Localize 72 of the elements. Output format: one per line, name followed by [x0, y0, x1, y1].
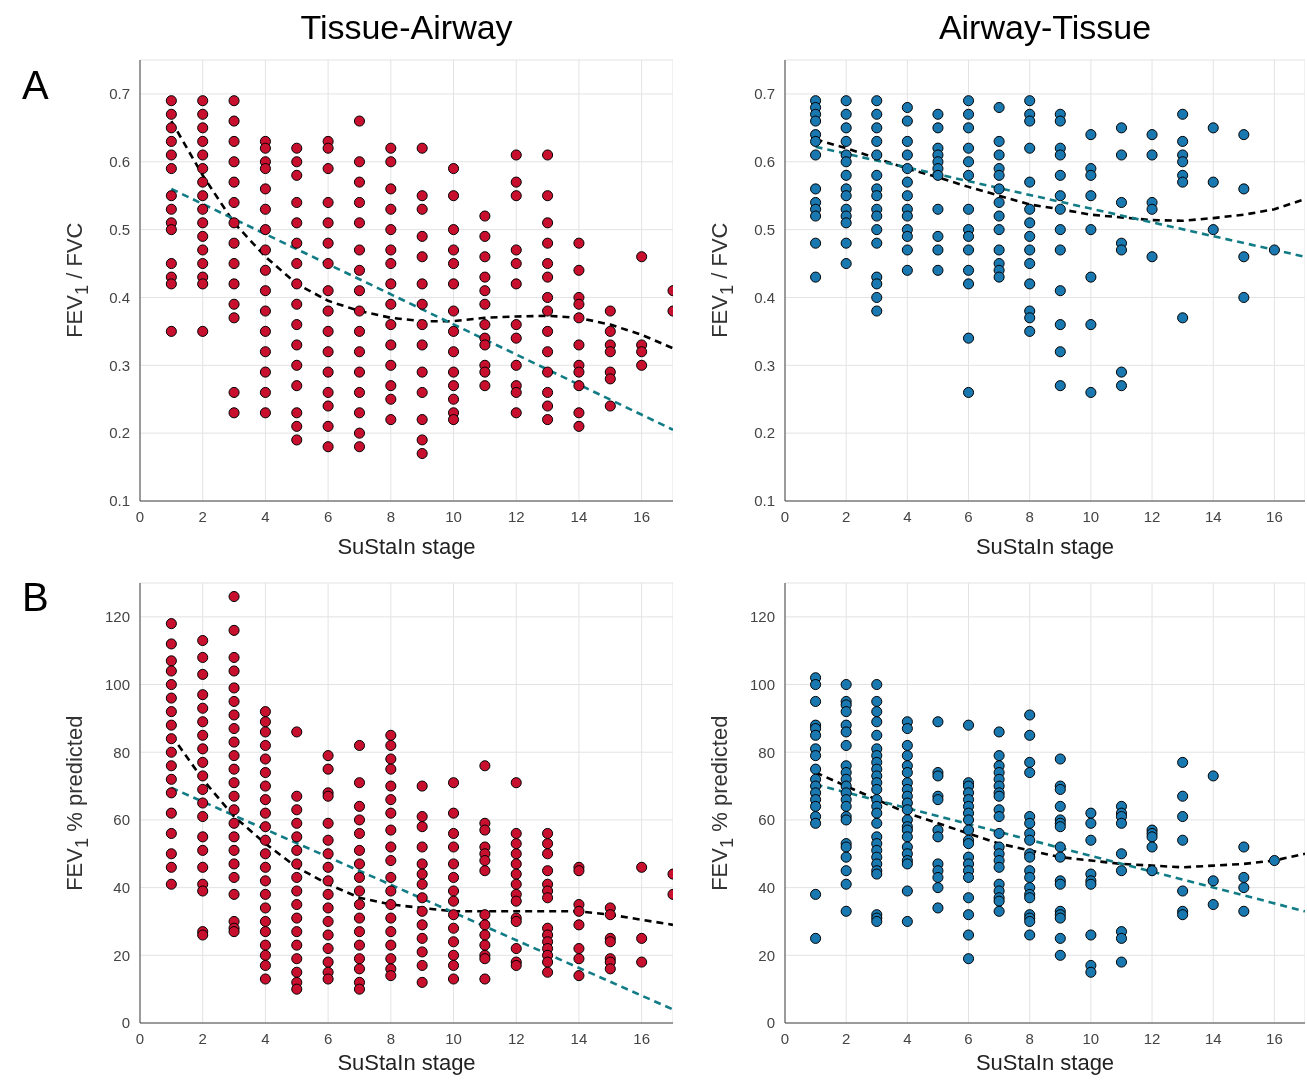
- chart-title: Tissue-Airway: [299, 8, 514, 47]
- y-tick-label: 60: [113, 811, 130, 829]
- y-tick-label: 0: [121, 1014, 130, 1032]
- x-tick-label: 16: [1266, 507, 1283, 525]
- y-tick-label: 0.3: [754, 356, 775, 374]
- y-tick-label: 100: [104, 675, 130, 693]
- x-tick-label: 2: [198, 1029, 207, 1047]
- x-tick-label: 4: [261, 1029, 270, 1047]
- y-tick-label: 0.2: [109, 424, 130, 442]
- y-tick-label: 80: [113, 743, 130, 761]
- text: B: [22, 575, 49, 620]
- x-tick-label: 10: [445, 1029, 462, 1047]
- x-tick-label: 16: [633, 507, 650, 525]
- x-tick-label: 14: [1204, 507, 1222, 525]
- x-tick-label: 8: [1025, 507, 1034, 525]
- x-tick-label: 12: [1143, 1029, 1161, 1047]
- x-tick-label: 6: [964, 507, 973, 525]
- y-tick-label: 120: [749, 608, 775, 626]
- x-tick-label: 8: [1025, 1029, 1034, 1047]
- y-tick-label: 20: [113, 946, 130, 964]
- y-tick-label: 0.6: [754, 153, 775, 171]
- x-tick-label: 6: [323, 1029, 333, 1047]
- x-tick-label: 16: [633, 1029, 650, 1047]
- y-tick-label: 0.5: [109, 220, 130, 238]
- x-tick-label: 16: [1266, 1029, 1283, 1047]
- y-tick-label: 0.6: [109, 153, 130, 171]
- y-tick-label: 120: [104, 608, 130, 626]
- y-tick-label: 0.1: [109, 492, 130, 510]
- x-tick-label: 2: [842, 1029, 851, 1047]
- x-tick-label: 4: [903, 507, 912, 525]
- x-tick-label: 10: [445, 507, 462, 525]
- x-tick-label: 12: [1143, 507, 1161, 525]
- y-tick-label: 0: [766, 1014, 775, 1032]
- y-tick-label: 100: [749, 675, 775, 693]
- y-tick-label: 0.1: [754, 492, 775, 510]
- y-tick-label: 0.2: [754, 424, 775, 442]
- x-tick-label: 10: [1082, 1029, 1100, 1047]
- y-tick-label: 40: [113, 878, 130, 896]
- x-tick-label: 0: [135, 507, 145, 525]
- y-tick-label: 40: [758, 878, 775, 896]
- x-axis-title: SuStaIn stage: [337, 1050, 476, 1075]
- x-axis-title: SuStaIn stage: [975, 1050, 1115, 1075]
- x-tick-label: 2: [198, 507, 207, 525]
- x-tick-label: 4: [261, 507, 270, 525]
- x-tick-label: 12: [507, 1029, 525, 1047]
- text: A: [22, 63, 49, 108]
- x-tick-label: 8: [386, 507, 395, 525]
- x-tick-label: 12: [507, 507, 525, 525]
- x-axis-title: SuStaIn stage: [337, 534, 476, 559]
- y-tick-label: 0.3: [109, 356, 130, 374]
- x-tick-label: 4: [903, 1029, 912, 1047]
- x-tick-label: 0: [135, 1029, 145, 1047]
- chart-title: Airway-Tissue: [937, 8, 1153, 47]
- x-tick-label: 0: [780, 1029, 790, 1047]
- y-tick-label: 0.7: [109, 85, 130, 103]
- y-tick-label: 0.7: [754, 85, 775, 103]
- y-tick-label: 20: [758, 946, 775, 964]
- x-axis-title: SuStaIn stage: [975, 534, 1115, 559]
- x-tick-label: 6: [964, 1029, 973, 1047]
- x-tick-label: 10: [1082, 507, 1100, 525]
- x-tick-label: 14: [570, 507, 588, 525]
- y-tick-label: 0.5: [754, 220, 775, 238]
- x-tick-label: 6: [323, 507, 333, 525]
- x-tick-label: 0: [780, 507, 790, 525]
- x-tick-label: 14: [1204, 1029, 1222, 1047]
- y-tick-label: 0.4: [109, 288, 130, 306]
- y-tick-label: 60: [758, 811, 775, 829]
- x-tick-label: 14: [570, 1029, 588, 1047]
- x-tick-label: 8: [386, 1029, 395, 1047]
- y-tick-label: 80: [758, 743, 775, 761]
- x-tick-label: 2: [842, 507, 851, 525]
- y-tick-label: 0.4: [754, 288, 775, 306]
